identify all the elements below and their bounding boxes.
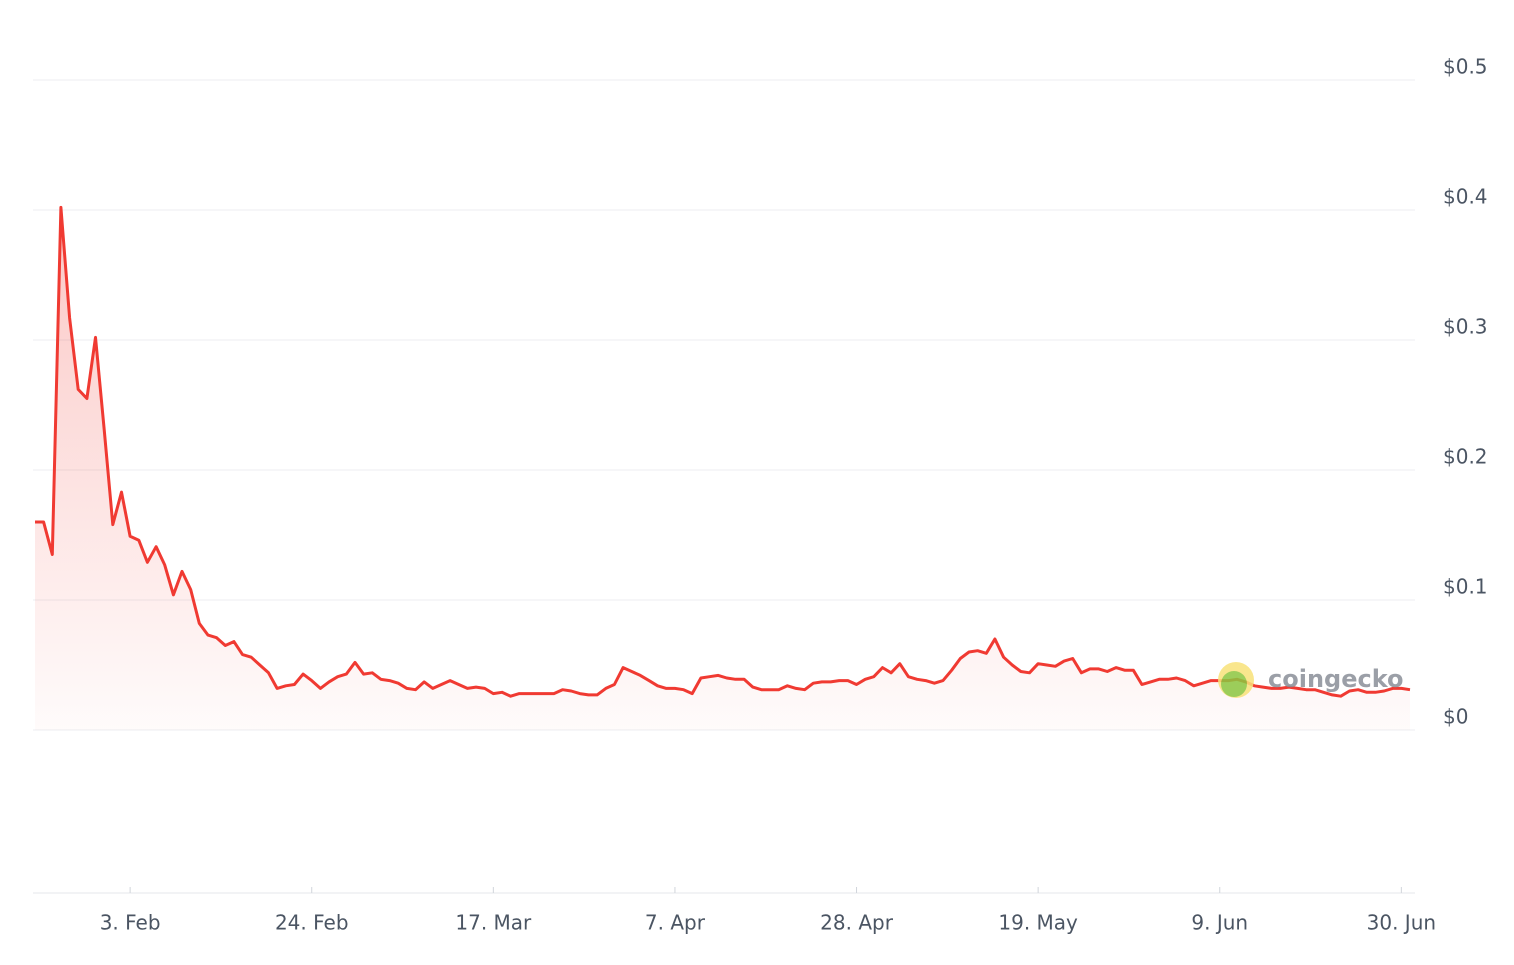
price-area bbox=[35, 207, 1410, 730]
y-tick-label: $0.1 bbox=[1443, 575, 1488, 599]
y-tick-label: $0.3 bbox=[1443, 315, 1488, 339]
watermark: coingecko bbox=[1218, 662, 1404, 698]
x-tick-label: 7. Apr bbox=[645, 911, 706, 935]
x-tick-label: 9. Jun bbox=[1191, 911, 1248, 935]
x-tick-label: 28. Apr bbox=[820, 911, 894, 935]
logo-inner bbox=[1221, 671, 1247, 697]
x-tick-label: 19. May bbox=[998, 911, 1078, 935]
x-tick-label: 17. Mar bbox=[455, 911, 532, 935]
price-line bbox=[35, 205, 1411, 698]
x-tick-label: 30. Jun bbox=[1367, 911, 1436, 935]
y-tick-label: $0.4 bbox=[1443, 185, 1488, 209]
y-tick-label: $0 bbox=[1443, 705, 1468, 729]
x-tick-label: 24. Feb bbox=[275, 911, 349, 935]
y-tick-label: $0.5 bbox=[1443, 55, 1488, 79]
watermark-text: coingecko bbox=[1268, 665, 1404, 693]
x-tick-label: 3. Feb bbox=[100, 911, 161, 935]
y-tick-label: $0.2 bbox=[1443, 445, 1488, 469]
